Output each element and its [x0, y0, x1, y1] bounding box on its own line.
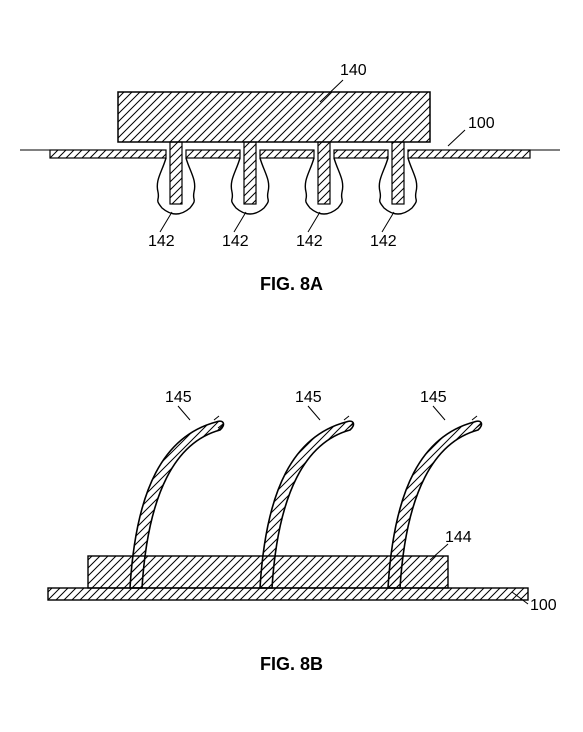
caption-fig-8b: FIG. 8B [260, 654, 323, 674]
pin-142 [392, 142, 404, 204]
plate-100-seg [186, 150, 240, 158]
label-100-a: 100 [468, 115, 495, 132]
diagram-svg: 140 100 142 142 142 142 145 145 145 144 100 FIG. … [0, 0, 583, 732]
label-145: 145 [295, 389, 322, 406]
label-142: 142 [370, 233, 397, 250]
figure-8b: 145 145 145 144 100 [48, 389, 557, 614]
label-142: 142 [296, 233, 323, 250]
block-140 [118, 92, 430, 142]
label-140: 140 [340, 62, 367, 79]
pin-142 [170, 142, 182, 204]
label-100-b: 100 [530, 597, 557, 614]
plate-100-seg [260, 150, 314, 158]
figure-8a: 140 100 142 142 142 142 [20, 62, 560, 250]
label-145: 145 [165, 389, 192, 406]
plate-100-b [48, 588, 528, 600]
page: { "canvas": { "w": 583, "h": 732, "bg": … [0, 0, 583, 732]
label-142: 142 [222, 233, 249, 250]
plate-100-seg [408, 150, 530, 158]
label-142: 142 [148, 233, 175, 250]
caption-fig-8a: FIG. 8A [260, 274, 323, 294]
pin-142 [244, 142, 256, 204]
pin-142 [318, 142, 330, 204]
label-144: 144 [445, 529, 472, 546]
label-145: 145 [420, 389, 447, 406]
plate-100-seg [50, 150, 166, 158]
plate-100-seg [334, 150, 388, 158]
